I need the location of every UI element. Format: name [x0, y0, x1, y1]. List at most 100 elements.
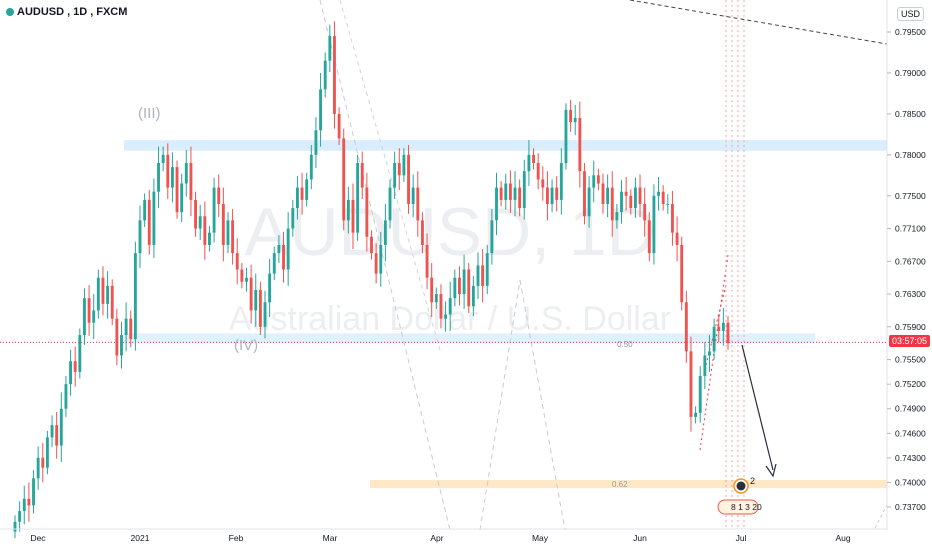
- candle[interactable]: [481, 249, 485, 303]
- candle[interactable]: [453, 269, 457, 307]
- candle[interactable]: [717, 315, 721, 343]
- candle[interactable]: [59, 392, 63, 462]
- candle[interactable]: [286, 212, 290, 286]
- candle[interactable]: [351, 183, 355, 250]
- candle[interactable]: [458, 266, 461, 306]
- candle[interactable]: [508, 170, 512, 213]
- candle[interactable]: [180, 173, 184, 222]
- candle[interactable]: [383, 203, 387, 262]
- candle[interactable]: [189, 146, 193, 217]
- projection-arrow-line[interactable]: [741, 344, 774, 471]
- projection-line-d[interactable]: [339, 0, 441, 351]
- candle[interactable]: [360, 151, 364, 200]
- candle[interactable]: [541, 166, 545, 201]
- candle[interactable]: [504, 173, 508, 210]
- candle[interactable]: [120, 321, 123, 369]
- candle[interactable]: [564, 103, 568, 170]
- candle[interactable]: [221, 187, 225, 262]
- candle[interactable]: [476, 252, 480, 299]
- candle[interactable]: [726, 316, 730, 350]
- candle[interactable]: [184, 149, 188, 197]
- currency-badge[interactable]: USD: [896, 7, 924, 21]
- candle[interactable]: [606, 174, 610, 218]
- candle[interactable]: [83, 288, 86, 345]
- candle[interactable]: [485, 244, 489, 295]
- candle[interactable]: [671, 190, 674, 246]
- candle[interactable]: [161, 146, 165, 172]
- candle[interactable]: [532, 148, 535, 170]
- candle[interactable]: [268, 258, 272, 317]
- candle[interactable]: [18, 501, 22, 532]
- candle[interactable]: [712, 318, 716, 360]
- candle[interactable]: [152, 178, 156, 259]
- candle[interactable]: [467, 262, 471, 313]
- candle[interactable]: [545, 171, 549, 221]
- candle[interactable]: [254, 273, 258, 327]
- event-icons[interactable]: 2 8 1 3 20: [717, 476, 762, 515]
- candle[interactable]: [536, 153, 540, 190]
- candle[interactable]: [708, 335, 711, 372]
- candle[interactable]: [425, 233, 429, 290]
- candle[interactable]: [226, 212, 230, 254]
- candle[interactable]: [291, 199, 295, 237]
- symbol-header[interactable]: AUDUSD, 1D, FXCM: [6, 6, 127, 18]
- candle[interactable]: [610, 171, 614, 237]
- candle[interactable]: [208, 226, 211, 252]
- candle[interactable]: [69, 349, 72, 396]
- candle[interactable]: [249, 264, 253, 324]
- candle[interactable]: [573, 104, 577, 136]
- projection-line-a[interactable]: [319, 0, 451, 531]
- candle[interactable]: [638, 174, 642, 218]
- candle[interactable]: [328, 24, 332, 73]
- candle[interactable]: [231, 208, 235, 265]
- candle[interactable]: [22, 485, 26, 525]
- candle[interactable]: [578, 101, 582, 188]
- projection-line-c[interactable]: [519, 279, 566, 531]
- candle[interactable]: [277, 235, 281, 263]
- candle[interactable]: [587, 176, 591, 228]
- candle[interactable]: [13, 515, 17, 539]
- candle[interactable]: [143, 193, 147, 227]
- candle[interactable]: [32, 470, 35, 514]
- candle[interactable]: [124, 302, 128, 352]
- candle[interactable]: [397, 148, 401, 191]
- candle[interactable]: [624, 176, 628, 211]
- resistance-zone-iii[interactable]: [124, 140, 887, 151]
- candle[interactable]: [258, 281, 262, 336]
- candle[interactable]: [559, 148, 563, 215]
- candle[interactable]: [295, 176, 299, 220]
- candle[interactable]: [569, 99, 573, 132]
- price-axis[interactable]: [887, 0, 932, 550]
- candle[interactable]: [393, 151, 397, 200]
- candle[interactable]: [550, 179, 554, 213]
- candle[interactable]: [518, 179, 522, 217]
- candle[interactable]: [305, 172, 309, 207]
- candle[interactable]: [592, 160, 596, 203]
- candle[interactable]: [601, 173, 605, 214]
- candle[interactable]: [138, 205, 142, 268]
- candle[interactable]: [629, 189, 633, 215]
- candle[interactable]: [407, 145, 410, 214]
- candle[interactable]: [78, 328, 82, 379]
- candle[interactable]: [388, 179, 392, 229]
- candle[interactable]: [661, 185, 665, 211]
- candle[interactable]: [615, 203, 619, 229]
- candle[interactable]: [666, 194, 670, 214]
- candle[interactable]: [471, 276, 475, 317]
- candle[interactable]: [583, 163, 586, 225]
- candle[interactable]: [430, 262, 434, 317]
- channel-line-upper[interactable]: [705, 284, 727, 366]
- candle[interactable]: [92, 294, 96, 340]
- candle[interactable]: [513, 171, 517, 217]
- candle[interactable]: [133, 241, 137, 351]
- candle[interactable]: [402, 148, 406, 182]
- candle[interactable]: [319, 72, 323, 147]
- candle[interactable]: [175, 160, 179, 219]
- candle[interactable]: [217, 174, 221, 218]
- candle[interactable]: [245, 267, 248, 292]
- candle[interactable]: [263, 290, 267, 339]
- fib-062-zone[interactable]: [370, 479, 887, 489]
- candle[interactable]: [370, 230, 373, 260]
- candle[interactable]: [194, 191, 198, 237]
- candle[interactable]: [379, 231, 383, 287]
